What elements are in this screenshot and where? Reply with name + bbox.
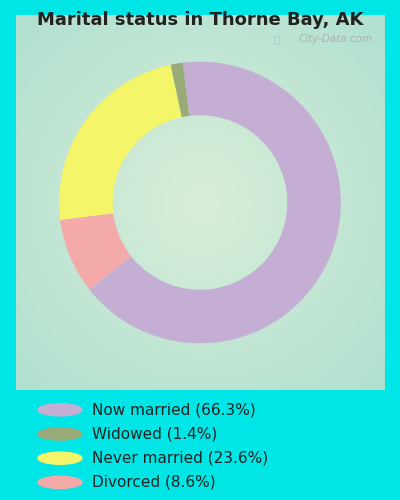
Text: ⦾: ⦾ xyxy=(274,34,280,44)
Circle shape xyxy=(38,452,82,464)
Wedge shape xyxy=(89,62,341,344)
Circle shape xyxy=(38,428,82,440)
Text: Now married (66.3%): Now married (66.3%) xyxy=(92,402,256,417)
Circle shape xyxy=(38,404,82,416)
Text: Widowed (1.4%): Widowed (1.4%) xyxy=(92,426,217,442)
Text: Never married (23.6%): Never married (23.6%) xyxy=(92,450,268,466)
Wedge shape xyxy=(60,214,131,290)
Text: Marital status in Thorne Bay, AK: Marital status in Thorne Bay, AK xyxy=(37,11,363,29)
Circle shape xyxy=(38,476,82,488)
Text: City-Data.com: City-Data.com xyxy=(299,34,373,44)
Wedge shape xyxy=(171,62,189,117)
Wedge shape xyxy=(59,65,182,220)
Text: Divorced (8.6%): Divorced (8.6%) xyxy=(92,475,216,490)
